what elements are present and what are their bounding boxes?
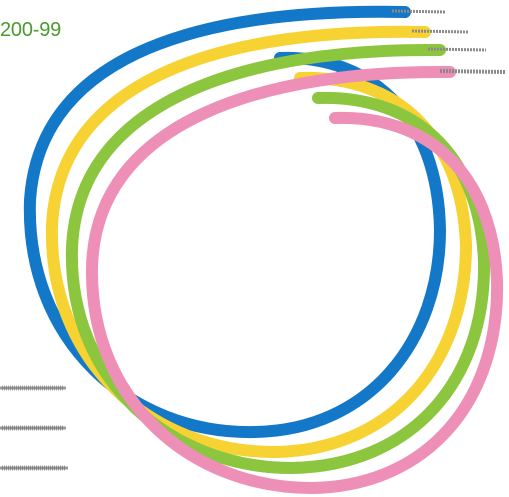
pink-ring xyxy=(85,65,506,495)
product-code-label: 200-99 xyxy=(0,19,62,41)
blue-ring xyxy=(23,5,447,439)
yellow-ring xyxy=(45,25,473,459)
